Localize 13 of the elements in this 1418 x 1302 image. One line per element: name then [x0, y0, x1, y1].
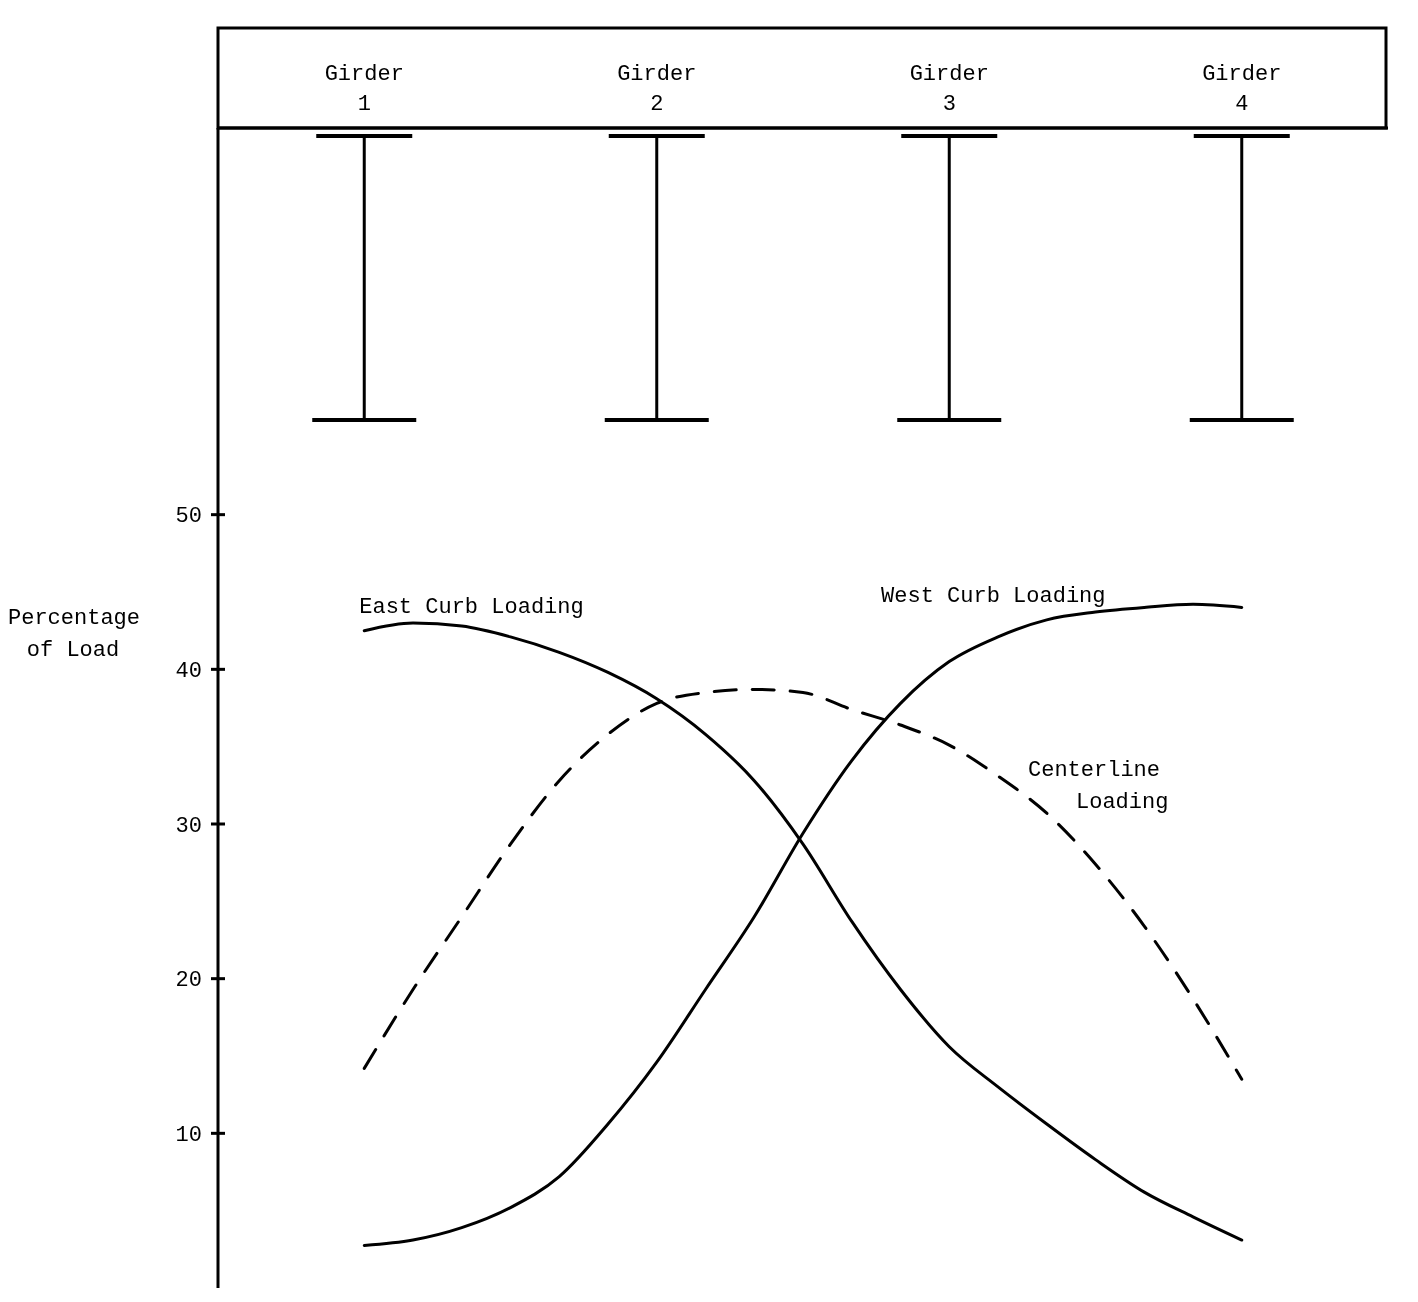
y-tick-label: 20: [175, 968, 202, 994]
x-tick-label: Girder 3: [909, 62, 989, 117]
y-tick-label: 40: [175, 659, 202, 685]
series-label: East Curb Loading: [359, 594, 584, 620]
series-label: Centerline Loading: [1028, 758, 1169, 816]
x-tick-label: Girder 4: [1202, 62, 1282, 117]
y-tick-label: 30: [175, 813, 202, 839]
y-tick-label: 50: [175, 504, 202, 530]
x-tick-label: Girder 1: [324, 62, 404, 117]
series-label: West Curb Loading: [881, 584, 1106, 610]
y-tick-label: 10: [175, 1123, 202, 1149]
y-axis-title: Percentage of Load: [8, 605, 141, 665]
x-tick-label: Girder 2: [617, 62, 697, 117]
